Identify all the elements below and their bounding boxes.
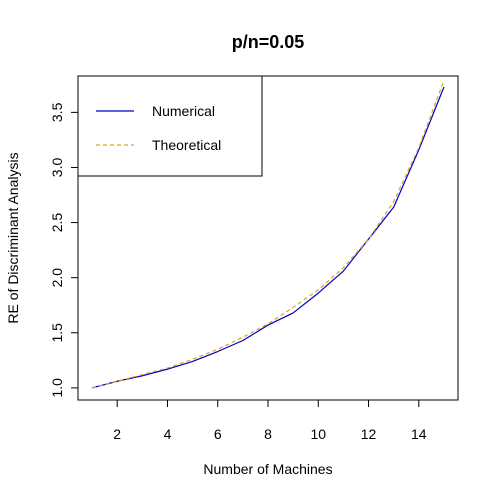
series-line-theoretical [91, 80, 445, 389]
x-tick-label: 8 [264, 426, 272, 442]
y-tick-label: 2.5 [49, 213, 65, 233]
y-tick-label: 1.5 [49, 323, 65, 343]
legend-label-numerical: Numerical [152, 103, 215, 119]
x-tick-label: 10 [310, 426, 326, 442]
legend-box [77, 75, 263, 177]
y-tick-label: 1.0 [49, 378, 65, 398]
x-axis-label: Number of Machines [203, 461, 332, 477]
x-tick-label: 6 [214, 426, 222, 442]
x-tick-label: 14 [411, 426, 427, 442]
legend-label-theoretical: Theoretical [152, 137, 221, 153]
x-axis: 2 4 6 8 10 12 14 [113, 400, 427, 442]
legend: Numerical Theoretical [77, 75, 263, 177]
y-axis-label: RE of Discriminant Analysis [5, 152, 21, 323]
y-tick-label: 3.0 [49, 158, 65, 178]
series-line-numerical [91, 86, 445, 389]
x-tick-label: 12 [361, 426, 377, 442]
y-tick-label: 3.5 [49, 102, 65, 122]
x-tick-label: 2 [113, 426, 121, 442]
chart-title: p/n=0.05 [232, 32, 305, 52]
x-tick-label: 4 [164, 426, 172, 442]
y-axis: 1.0 1.5 2.0 2.5 3.0 3.5 [49, 102, 78, 398]
series-group [91, 80, 445, 389]
y-tick-label: 2.0 [49, 268, 65, 288]
